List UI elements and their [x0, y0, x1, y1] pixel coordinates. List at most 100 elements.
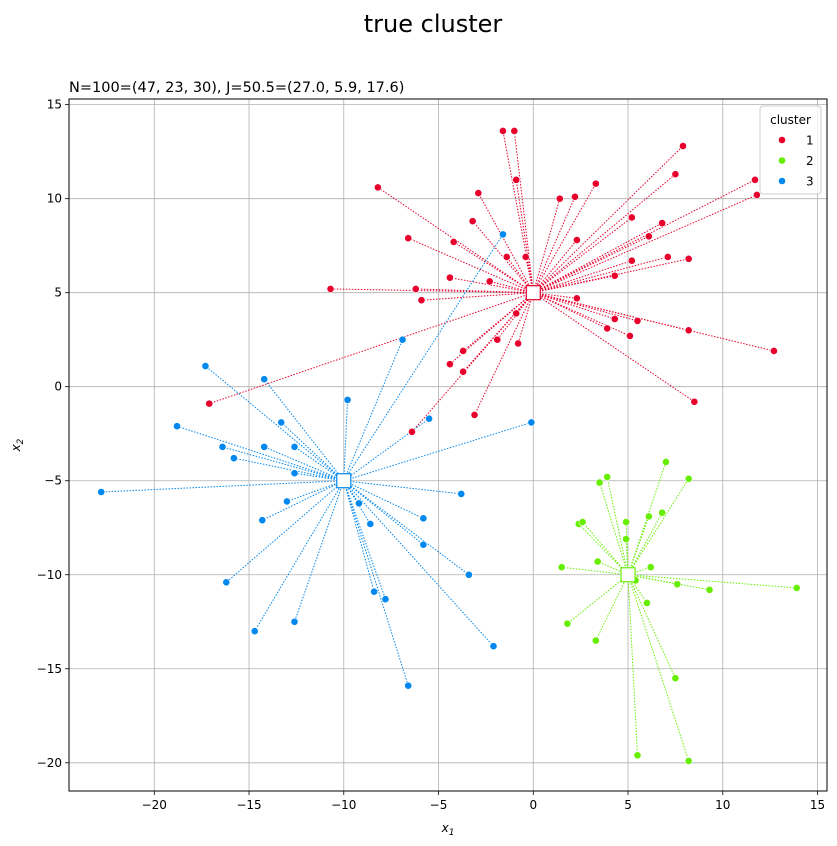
- cluster-3-point: [366, 520, 375, 528]
- cluster-2-point: [595, 478, 604, 487]
- cluster-2-point: [591, 636, 600, 645]
- x-axis-label: x1: [441, 821, 455, 838]
- cluster-1-point: [752, 191, 761, 199]
- cluster-1-point: [751, 175, 759, 184]
- y-axis-label-subscript: 2: [16, 438, 26, 444]
- cluster-2-link: [627, 478, 690, 576]
- cluster-3-point: [370, 587, 378, 596]
- cluster-2-point: [563, 619, 572, 628]
- cluster-1-point: [502, 253, 511, 261]
- cluster-2-point: [593, 557, 602, 566]
- cluster-1-point: [408, 427, 416, 436]
- cluster-3-point: [260, 375, 269, 384]
- y-tick-label: 15: [47, 98, 62, 112]
- cluster-1-link: [533, 222, 663, 294]
- cluster-2-link: [627, 512, 663, 575]
- cluster-1-link: [532, 183, 597, 293]
- cluster-2-link: [561, 566, 629, 576]
- cluster-1-link: [533, 194, 758, 294]
- cluster-1-link: [421, 292, 534, 301]
- cluster-1-point: [373, 183, 382, 192]
- cluster-3-point: [260, 442, 269, 451]
- cluster-1-point: [470, 411, 479, 419]
- x-tick-label: 5: [624, 798, 632, 812]
- cluster-2-link: [627, 574, 690, 762]
- cluster-1-point: [627, 256, 636, 265]
- cluster-1-point: [404, 234, 413, 243]
- cluster-3-point: [218, 442, 227, 451]
- cluster-2-link: [627, 516, 650, 575]
- cluster-3-link: [263, 378, 345, 482]
- cluster-3-center: [336, 473, 352, 489]
- cluster-3-point: [277, 418, 286, 427]
- cluster-3-point: [250, 627, 259, 636]
- cluster-1-point: [521, 253, 530, 261]
- legend-label-3: 3: [806, 175, 814, 189]
- cluster-1-point: [445, 273, 454, 282]
- x-tick-label: −20: [142, 798, 167, 812]
- cluster-3-link: [343, 480, 375, 592]
- cluster-1-point: [679, 142, 687, 150]
- cluster-2-point: [622, 518, 631, 526]
- cluster-3-point: [283, 497, 291, 506]
- cluster-3-point: [464, 570, 473, 579]
- y-tick-label: 5: [54, 286, 62, 300]
- cluster-1-point: [417, 296, 426, 305]
- cluster-3-point: [97, 488, 106, 496]
- cluster-2-link: [606, 476, 629, 575]
- cluster-3-link: [225, 480, 345, 583]
- cluster-1-link: [533, 292, 775, 352]
- cluster-2-point: [557, 563, 566, 572]
- cluster-3-link: [176, 425, 344, 482]
- cluster-1-point: [468, 217, 477, 226]
- cluster-1-point: [555, 194, 564, 203]
- cluster-1-point: [663, 253, 672, 261]
- cluster-3-link: [343, 480, 386, 600]
- cluster-2-link: [599, 482, 629, 575]
- cluster-2-point: [662, 458, 670, 466]
- cluster-3-point: [355, 499, 363, 508]
- cluster-3-point: [489, 642, 498, 651]
- cluster-1-point: [591, 179, 600, 188]
- cluster-1-point: [514, 339, 523, 348]
- cluster-1-point: [326, 285, 335, 293]
- y-axis-label: x2: [9, 438, 26, 452]
- cluster-3-point: [222, 578, 231, 587]
- x-tick-label: −10: [331, 798, 356, 812]
- cluster-1-point: [770, 347, 778, 355]
- cluster-1-link: [532, 145, 684, 294]
- cluster-3-link: [343, 480, 494, 647]
- cluster-2-point: [671, 674, 680, 683]
- cluster-3-point: [457, 489, 466, 498]
- cluster-1-point: [610, 271, 619, 280]
- cluster-1-link: [515, 179, 534, 293]
- y-tick-label: 0: [54, 380, 62, 394]
- cluster-2-link: [627, 574, 676, 679]
- cluster-3-link: [263, 446, 344, 482]
- x-tick-label: −5: [430, 798, 448, 812]
- cluster-3-link: [294, 472, 344, 482]
- cluster-centers: [336, 285, 636, 583]
- cluster-3-link: [101, 480, 344, 493]
- x-tick-label: 15: [810, 798, 825, 812]
- cluster-3-point: [398, 335, 407, 344]
- y-tick-label: −15: [37, 662, 62, 676]
- cluster-1-link: [474, 292, 534, 416]
- cluster-1-link: [513, 130, 534, 293]
- cluster-1-link: [449, 292, 534, 365]
- cluster-1-link: [533, 258, 689, 294]
- cluster-1-link: [411, 292, 534, 433]
- cluster-1-point: [510, 127, 519, 135]
- cluster-1-link: [209, 292, 534, 405]
- cluster-1-link: [533, 292, 615, 320]
- cluster-1-link: [532, 173, 676, 294]
- cluster-2-link: [627, 574, 710, 591]
- cluster-1-point: [572, 294, 581, 303]
- cluster-2-link: [595, 574, 629, 641]
- axis-ticks: −20 −15 −10 −5 0 5 10 15 −20 −15 −10 −5 0 5 10 15: [37, 98, 825, 812]
- cluster-1-point: [512, 175, 521, 184]
- cluster-1-link: [532, 198, 561, 293]
- cluster-1-point: [626, 332, 634, 340]
- cluster-2-point: [658, 508, 667, 517]
